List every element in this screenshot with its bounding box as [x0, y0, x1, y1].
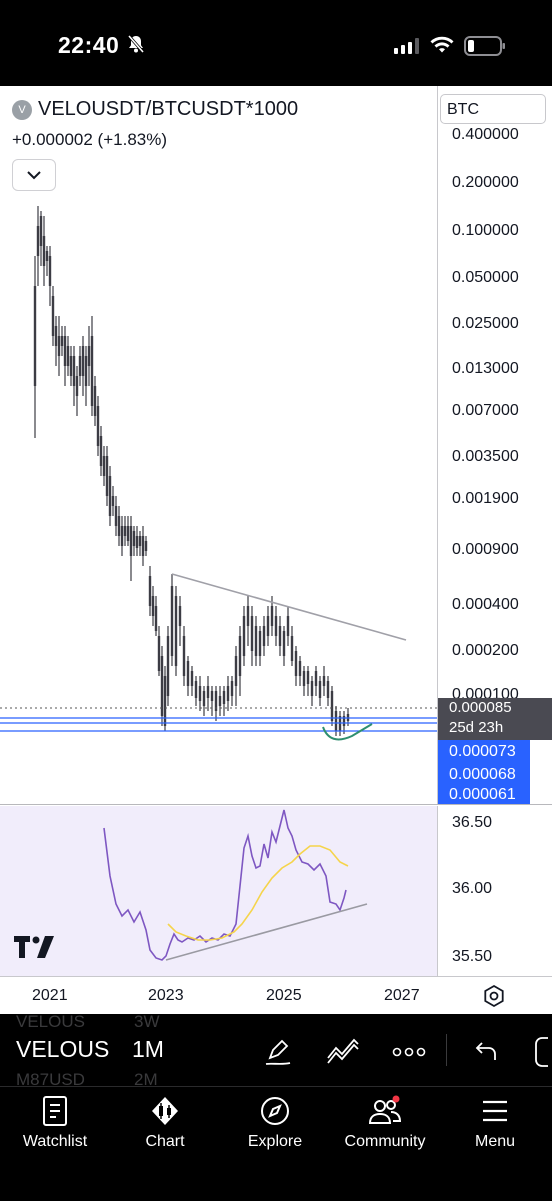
price-tick: 0.007000: [452, 402, 519, 419]
rsi-trendline: [165, 903, 368, 961]
interval-selector[interactable]: 1M: [132, 1036, 164, 1062]
price-axis[interactable]: 0.400000 0.200000 0.100000 0.050000 0.025000…: [437, 86, 552, 804]
rsi-tick: 36.50: [452, 814, 493, 831]
rsi-tick: 36.00: [452, 880, 493, 897]
status-time: 22:40: [58, 32, 120, 58]
price-axis-partial-tick: 0.000100: [452, 686, 519, 698]
rsi-axis[interactable]: 36.50 36.00 35.50: [437, 806, 552, 976]
symbol-header[interactable]: V VELOUSDT/BTCUSDT*1000: [12, 98, 298, 121]
compass-icon: [261, 1097, 289, 1125]
ghost-interval-below: 2M: [134, 1070, 158, 1086]
price-tick: 0.200000: [452, 174, 519, 191]
ghost-symbol-below: M87USD: [16, 1070, 85, 1086]
people-icon: [368, 1095, 402, 1124]
rsi-moving-average: [167, 845, 349, 941]
price-chart[interactable]: [0, 86, 437, 804]
time-tick: 2027: [384, 987, 420, 1004]
tab-label: Menu: [474, 1133, 516, 1150]
wifi-icon: [430, 36, 454, 59]
fullscreen-icon[interactable]: [534, 1036, 552, 1073]
time-axis[interactable]: 2021 2023 2025 2027: [0, 976, 552, 1015]
tab-menu[interactable]: Menu: [440, 1095, 550, 1151]
symbol-logo: V: [12, 99, 32, 120]
tab-label: Chart: [145, 1133, 185, 1150]
price-tick: 0.025000: [452, 315, 519, 332]
more-options-icon[interactable]: [392, 1044, 426, 1062]
battery-icon: [464, 36, 506, 61]
price-tick: 0.001900: [452, 490, 519, 507]
price-tick: 0.000900: [452, 541, 519, 558]
level-label-1: 0.000073: [438, 740, 530, 764]
level-label-2: 0.000068: [438, 764, 530, 786]
price-tick: 0.000400: [452, 596, 519, 613]
level-label-3: 0.000061: [438, 786, 530, 804]
tab-label: Community: [344, 1133, 426, 1150]
support-annotation: [322, 723, 373, 741]
descending-trendline: [171, 573, 407, 641]
tab-label: Explore: [247, 1133, 303, 1150]
price-tick: 0.003500: [452, 448, 519, 465]
toolbar-divider: [446, 1034, 447, 1066]
indicators-icon[interactable]: [326, 1036, 360, 1071]
status-bar: 22:40: [0, 0, 552, 86]
candles-icon: [152, 1097, 178, 1125]
chart-toolbar: VELOUS 3W VELOUS 1M M87USD 2M: [0, 1014, 552, 1086]
tab-chart[interactable]: Chart: [110, 1095, 220, 1151]
tab-community[interactable]: Community: [330, 1095, 440, 1151]
tab-explore[interactable]: Explore: [220, 1095, 330, 1151]
bar-countdown: 25d 23h: [449, 719, 504, 736]
price-tick: 0.050000: [452, 269, 519, 286]
ghost-interval-above: 3W: [134, 1014, 160, 1031]
currency-button[interactable]: BTC: [440, 94, 546, 124]
cellular-signal-icon: [394, 38, 420, 59]
drawing-tools-icon[interactable]: [262, 1036, 294, 1073]
bottom-tab-bar: Watchlist Chart Explore Community Menu: [0, 1086, 552, 1201]
expand-legend-button[interactable]: [12, 159, 56, 191]
tab-label: Watchlist: [22, 1133, 88, 1150]
last-price-label: 0.000085 25d 23h: [438, 698, 552, 740]
bell-muted-icon: [126, 34, 146, 59]
time-tick: 2025: [266, 987, 302, 1004]
symbol-selector[interactable]: VELOUS: [16, 1036, 110, 1062]
chart-area[interactable]: V VELOUSDT/BTCUSDT*1000 +0.000002 (+1.83…: [0, 86, 552, 1015]
chevron-down-icon: [27, 171, 41, 180]
price-tick: 0.400000: [452, 126, 519, 143]
price-tick: 0.013000: [452, 360, 519, 377]
time-tick: 2023: [148, 987, 184, 1004]
pane-separator[interactable]: [0, 804, 552, 805]
price-tick: 0.100000: [452, 222, 519, 239]
symbol-name: VELOUSDT/BTCUSDT*1000: [38, 98, 299, 120]
time-tick: 2021: [32, 987, 68, 1004]
last-price-value: 0.000085: [449, 699, 512, 716]
rsi-line: [103, 809, 347, 961]
chart-settings-icon[interactable]: [482, 984, 506, 1013]
bookmark-icon: [43, 1096, 67, 1126]
ghost-symbol-above: VELOUS: [16, 1014, 85, 1031]
rsi-tick: 35.50: [452, 948, 493, 965]
undo-icon[interactable]: [474, 1040, 498, 1067]
price-change: +0.000002 (+1.83%): [12, 130, 168, 149]
hamburger-icon: [483, 1100, 507, 1122]
tab-watchlist[interactable]: Watchlist: [0, 1095, 110, 1151]
rsi-chart[interactable]: [0, 806, 437, 976]
tradingview-logo: [14, 936, 58, 963]
price-tick: 0.000200: [452, 642, 519, 659]
